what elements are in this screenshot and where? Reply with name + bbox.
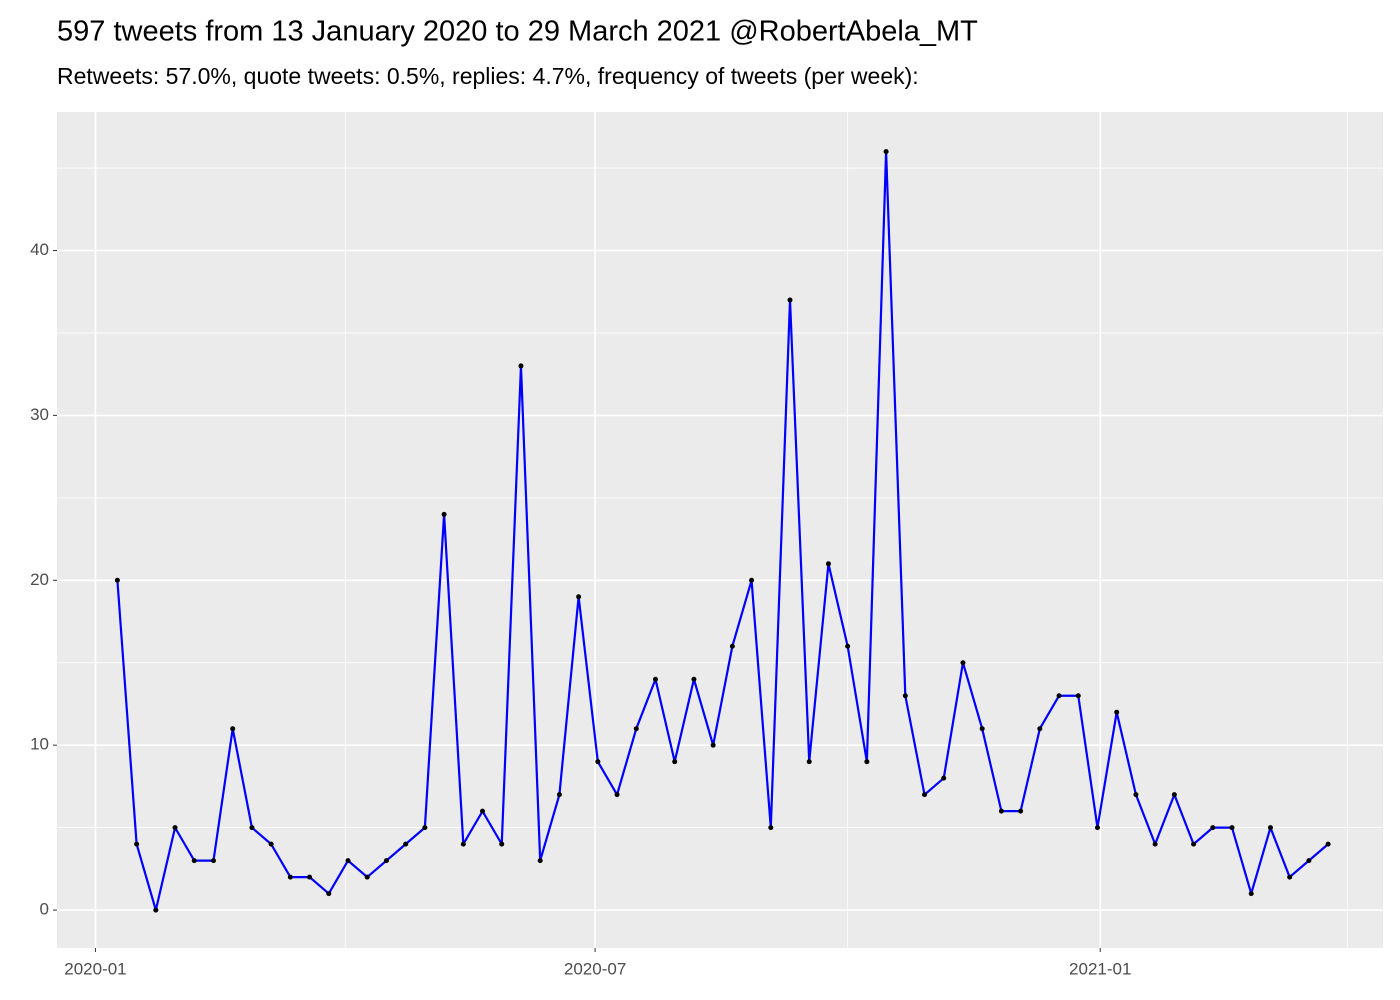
data-point [499,841,505,847]
data-point [864,759,870,765]
data-point [556,792,562,798]
data-point [768,825,774,831]
data-point [249,825,255,831]
data-point [960,660,966,666]
data-point [998,808,1004,814]
y-tick-label: 40 [30,240,49,259]
data-point [652,676,658,682]
data-point [1287,874,1293,880]
data-point [787,297,793,303]
data-point [672,759,678,765]
data-point [480,808,486,814]
data-point [422,825,428,831]
x-tick-label: 2020-01 [64,959,126,978]
data-point [172,825,178,831]
data-point [364,874,370,880]
data-point [153,907,159,913]
data-point [749,577,755,583]
data-point [460,841,466,847]
data-point [1171,792,1177,798]
data-point [345,858,351,864]
data-point [307,874,313,880]
data-point [1094,825,1100,831]
data-point [1056,693,1062,699]
data-point [1325,841,1331,847]
data-point [1229,825,1235,831]
data-point [1306,858,1312,864]
data-point [1075,693,1081,699]
data-point [1152,841,1158,847]
chart-subtitle: Retweets: 57.0%, quote tweets: 0.5%, rep… [57,63,919,89]
y-tick-label: 20 [30,570,49,589]
data-point [383,858,389,864]
data-point [441,511,447,517]
data-point [134,841,140,847]
data-point [806,759,812,765]
data-point [403,841,409,847]
data-point [595,759,601,765]
data-point [845,643,851,649]
data-point [326,891,332,897]
x-tick-label: 2021-01 [1069,959,1131,978]
data-point [979,726,985,732]
data-point [883,149,889,155]
data-point [114,577,120,583]
plot-panel [57,112,1383,948]
data-point [518,363,524,369]
data-point [941,775,947,781]
data-point [614,792,620,798]
data-point [1114,709,1120,715]
y-tick-label: 10 [30,735,49,754]
data-point [1267,825,1273,831]
chart-title: 597 tweets from 13 January 2020 to 29 Ma… [57,16,978,48]
data-point [729,643,735,649]
data-point [268,841,274,847]
y-tick-label: 0 [40,900,49,919]
y-tick-label: 30 [30,405,49,424]
data-point [902,693,908,699]
data-point [210,858,216,864]
data-point [633,726,639,732]
data-point [537,858,543,864]
data-point [1037,726,1043,732]
x-tick-label: 2020-07 [564,959,626,978]
data-point [1191,841,1197,847]
data-point [1248,891,1254,897]
data-line [116,150,1329,912]
data-point [576,594,582,600]
data-point [287,874,293,880]
data-point [191,858,197,864]
data-point [1210,825,1216,831]
data-point [710,742,716,748]
data-point [691,676,697,682]
data-point [230,726,236,732]
data-point [825,561,831,567]
data-point [922,792,928,798]
data-point [1018,808,1024,814]
data-point [1133,792,1139,798]
